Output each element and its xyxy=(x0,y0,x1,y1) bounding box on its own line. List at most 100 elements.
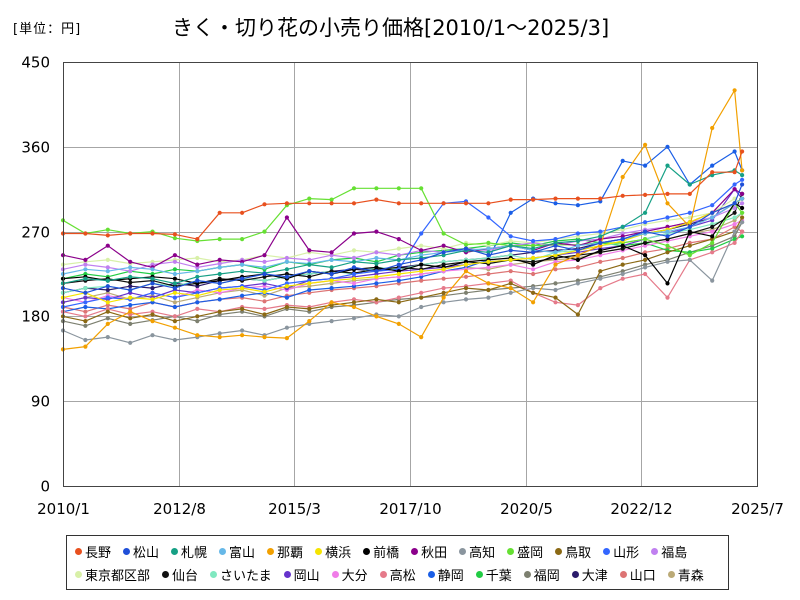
data-point xyxy=(150,297,155,302)
data-point xyxy=(307,274,312,279)
data-point xyxy=(83,314,88,319)
data-point xyxy=(396,295,401,300)
data-point xyxy=(83,257,88,262)
data-point xyxy=(83,231,88,236)
data-point xyxy=(195,262,200,267)
data-point xyxy=(687,257,692,262)
data-point xyxy=(240,210,245,215)
legend-marker xyxy=(283,571,291,578)
series-line xyxy=(63,151,743,240)
grid-layer: 0 90 180 270 360 450 2010/1 2012/8 2015/3 2017/10… xyxy=(21,54,784,519)
legend-item: さいたま xyxy=(210,565,272,584)
data-point xyxy=(486,215,491,220)
data-point xyxy=(508,257,513,262)
data-point xyxy=(284,255,289,261)
data-point xyxy=(351,255,357,261)
data-point xyxy=(105,295,110,300)
data-point xyxy=(643,210,648,215)
data-point xyxy=(128,280,133,285)
data-point xyxy=(531,246,536,251)
legend-marker xyxy=(667,571,675,578)
x-tick-label: 2015/3 xyxy=(268,500,321,518)
data-point xyxy=(463,246,469,251)
data-point xyxy=(284,304,289,310)
data-point xyxy=(128,340,133,345)
data-point xyxy=(740,201,745,206)
data-point xyxy=(740,210,745,215)
data-point xyxy=(643,250,648,255)
data-point xyxy=(217,237,222,242)
data-point xyxy=(710,278,715,283)
data-point xyxy=(329,271,334,277)
legend-label: 松山 xyxy=(133,546,160,561)
data-point xyxy=(240,333,245,338)
data-point xyxy=(419,231,424,236)
legend-label: 大分 xyxy=(341,569,368,584)
legend-marker xyxy=(210,571,218,578)
legend-item: 大分 xyxy=(331,565,368,584)
data-point xyxy=(83,319,88,324)
data-point xyxy=(195,255,200,261)
data-point xyxy=(105,227,110,232)
legend-label: 大津 xyxy=(581,569,608,584)
legend-marker xyxy=(315,548,323,555)
data-point xyxy=(620,224,625,229)
data-point xyxy=(217,287,222,293)
data-point xyxy=(329,300,334,305)
data-point xyxy=(329,286,334,291)
data-point xyxy=(83,276,88,281)
data-point xyxy=(620,246,625,251)
data-point xyxy=(486,250,491,255)
data-point xyxy=(262,229,267,234)
data-point xyxy=(172,281,177,286)
data-point xyxy=(441,290,446,295)
legend-label: 山口 xyxy=(629,569,656,584)
data-point xyxy=(240,269,245,274)
legend-row: 東京都区部 仙台 さいたま 岡山 大分 高松 静岡 千葉 福岡 大津 山口 青森 xyxy=(75,563,728,586)
data-point xyxy=(105,316,110,321)
data-point xyxy=(441,253,446,258)
data-point xyxy=(665,295,670,300)
data-point xyxy=(396,237,401,242)
data-point xyxy=(486,240,491,245)
data-point xyxy=(195,274,200,279)
data-point xyxy=(598,234,603,239)
data-point xyxy=(195,314,200,319)
data-point xyxy=(740,177,745,182)
data-point xyxy=(351,276,357,281)
legend-item: 高知 xyxy=(459,542,495,561)
data-point xyxy=(217,210,222,215)
data-point xyxy=(172,300,177,305)
data-point xyxy=(128,269,133,274)
data-point xyxy=(575,257,581,262)
data-point xyxy=(687,191,692,196)
data-point xyxy=(262,259,267,264)
data-point xyxy=(217,271,222,277)
data-point xyxy=(441,286,446,291)
data-point xyxy=(150,300,155,305)
data-point xyxy=(172,325,177,330)
data-point xyxy=(620,237,625,242)
data-point xyxy=(665,259,670,264)
legend-label: 前橋 xyxy=(373,546,400,561)
series-line xyxy=(62,198,743,275)
legend-item: 福島 xyxy=(651,542,687,561)
data-point xyxy=(150,290,155,295)
data-point xyxy=(486,281,491,286)
legend-label: 高知 xyxy=(469,546,496,561)
series-line xyxy=(62,198,743,303)
data-point xyxy=(553,267,558,272)
data-point xyxy=(687,210,692,215)
data-point xyxy=(419,290,424,295)
data-point xyxy=(740,168,745,173)
data-point xyxy=(262,335,267,340)
legend-label: 横浜 xyxy=(325,546,352,561)
data-point xyxy=(441,276,446,281)
data-point xyxy=(508,243,513,248)
data-point xyxy=(620,174,625,180)
data-point xyxy=(128,274,133,279)
data-point xyxy=(374,274,379,279)
data-point xyxy=(307,287,312,293)
data-point xyxy=(598,276,603,281)
data-point xyxy=(598,269,603,274)
